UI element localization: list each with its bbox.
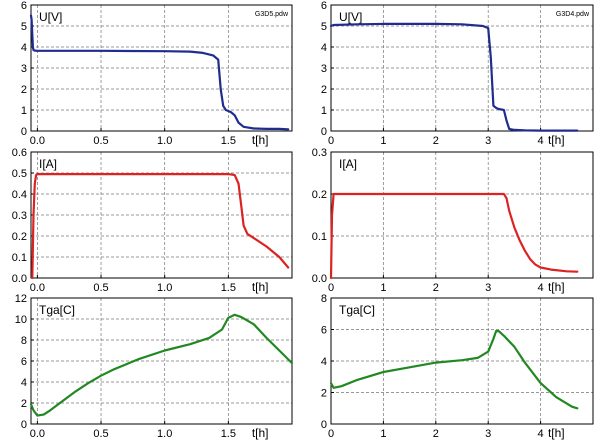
y-axis-label: Tga[C]: [339, 303, 375, 317]
y-tick-label: 8: [321, 293, 327, 305]
y-tick-label: 0.0: [312, 273, 327, 285]
y-tick-label: 3: [21, 63, 27, 75]
y-tick-label: 0.1: [312, 231, 327, 243]
x-tick-label: 2: [433, 135, 439, 147]
y-tick-label: 4: [321, 42, 327, 54]
x-tick-label: 0.0: [30, 282, 45, 294]
y-axis-label: I[A]: [39, 157, 57, 171]
chart-panel-5: 0 2 4 6 8 10 12 0.0 0.5 1.0 1.5 Tga[C] t[h]: [15, 293, 294, 440]
y-tick-label: 0.3: [312, 147, 327, 159]
y-tick-label: 5: [321, 21, 327, 33]
x-tick-label: 1.0: [157, 282, 172, 294]
y-tick-label: 2: [321, 84, 327, 96]
x-tick-label: 1.0: [157, 428, 172, 440]
y-tick-label: 0: [321, 419, 327, 431]
y-axis-label: Tga[C]: [39, 303, 75, 317]
y-tick-label: 0.1: [12, 252, 27, 264]
y-tick-label: 10: [15, 314, 27, 326]
x-tick-label: 0.5: [93, 135, 108, 147]
x-axis-label: t[h]: [548, 133, 565, 147]
x-tick-label: 3: [485, 282, 491, 294]
x-tick-label: 0: [328, 282, 334, 294]
y-tick-label: 1: [321, 105, 327, 117]
chart-panel-1: 0 1 2 3 4 5 6 0.0 0.5 1.0 1.5 U[V] t[h] G3D5.pdw: [21, 0, 293, 147]
y-tick-label: 1: [21, 105, 27, 117]
y-tick-label: 4: [21, 42, 27, 54]
y-tick-label: 6: [321, 0, 327, 12]
x-axis-label: t[h]: [252, 426, 269, 440]
series-line: [31, 173, 290, 280]
x-tick-label: 1.0: [157, 135, 172, 147]
y-tick-label: 6: [321, 325, 327, 337]
y-tick-label: 0.3: [12, 210, 27, 222]
chart-panel-6: 0 2 4 6 8 0 1 2 3 4 Tga[C] t[h]: [321, 293, 594, 440]
x-tick-label: 0.0: [30, 135, 45, 147]
plot-area: [331, 152, 593, 278]
x-tick-label: 4: [538, 282, 544, 294]
y-tick-label: 0.4: [12, 189, 27, 201]
chart-panel-3: 0.0 0.1 0.2 0.3 0.4 0.5 0.6 0.0 0.5 1.0 1.5 I[A] t[h…: [12, 147, 293, 294]
x-tick-label: 0.5: [93, 282, 108, 294]
y-tick-label: 0.6: [12, 147, 27, 159]
x-axis-label: t[h]: [548, 426, 565, 440]
chart-panel-4: 0.0 0.1 0.2 0.3 0 1 2 3 4 I[A] t[h]: [312, 147, 594, 294]
x-tick-label: 1.5: [221, 428, 236, 440]
x-tick-label: 1.5: [221, 282, 236, 294]
y-tick-label: 2: [21, 84, 27, 96]
series-line: [29, 313, 294, 417]
y-axis-label: I[A]: [339, 157, 357, 171]
x-tick-label: 0: [328, 428, 334, 440]
series-line: [29, 14, 290, 131]
x-tick-label: 0.0: [30, 428, 45, 440]
y-tick-label: 0.2: [312, 189, 327, 201]
y-tick-label: 2: [21, 398, 27, 410]
y-tick-label: 6: [21, 356, 27, 368]
series-line: [329, 330, 579, 410]
y-tick-label: 4: [21, 377, 27, 389]
y-tick-label: 0.0: [12, 273, 27, 285]
series-line: [329, 192, 579, 280]
x-tick-label: 0.5: [93, 428, 108, 440]
x-tick-label: 2: [433, 282, 439, 294]
x-tick-label: 2: [433, 428, 439, 440]
y-axis-label: U[V]: [39, 10, 62, 24]
x-tick-label: 3: [485, 135, 491, 147]
y-tick-label: 6: [21, 0, 27, 12]
y-axis-label: U[V]: [339, 10, 362, 24]
y-tick-label: 8: [21, 335, 27, 347]
series-line: [329, 22, 579, 132]
file-label: G3D5.pdw: [255, 11, 289, 18]
y-tick-label: 12: [15, 293, 27, 305]
x-tick-label: 4: [538, 428, 544, 440]
x-tick-label: 1.5: [221, 135, 236, 147]
y-tick-label: 2: [321, 388, 327, 400]
y-tick-label: 4: [321, 356, 327, 368]
x-axis-label: t[h]: [548, 280, 565, 294]
y-tick-label: 0: [321, 126, 327, 138]
y-tick-label: 5: [21, 21, 27, 33]
y-tick-label: 0.5: [12, 168, 27, 180]
y-tick-label: 3: [321, 63, 327, 75]
x-tick-label: 4: [538, 135, 544, 147]
x-tick-label: 0: [328, 135, 334, 147]
x-axis-label: t[h]: [252, 280, 269, 294]
y-tick-label: 0: [21, 126, 27, 138]
file-label: G3D4.pdw: [556, 11, 590, 18]
x-tick-label: 3: [485, 428, 491, 440]
x-tick-label: 1: [380, 135, 386, 147]
x-tick-label: 1: [380, 282, 386, 294]
x-tick-label: 1: [380, 428, 386, 440]
y-tick-label: 0.2: [12, 231, 27, 243]
chart-panel-2: 0 1 2 3 4 5 6 0 1 2 3 4 U[V] t[h] G3D4.pdw: [321, 0, 594, 147]
x-axis-label: t[h]: [252, 133, 269, 147]
y-tick-label: 0: [21, 419, 27, 431]
